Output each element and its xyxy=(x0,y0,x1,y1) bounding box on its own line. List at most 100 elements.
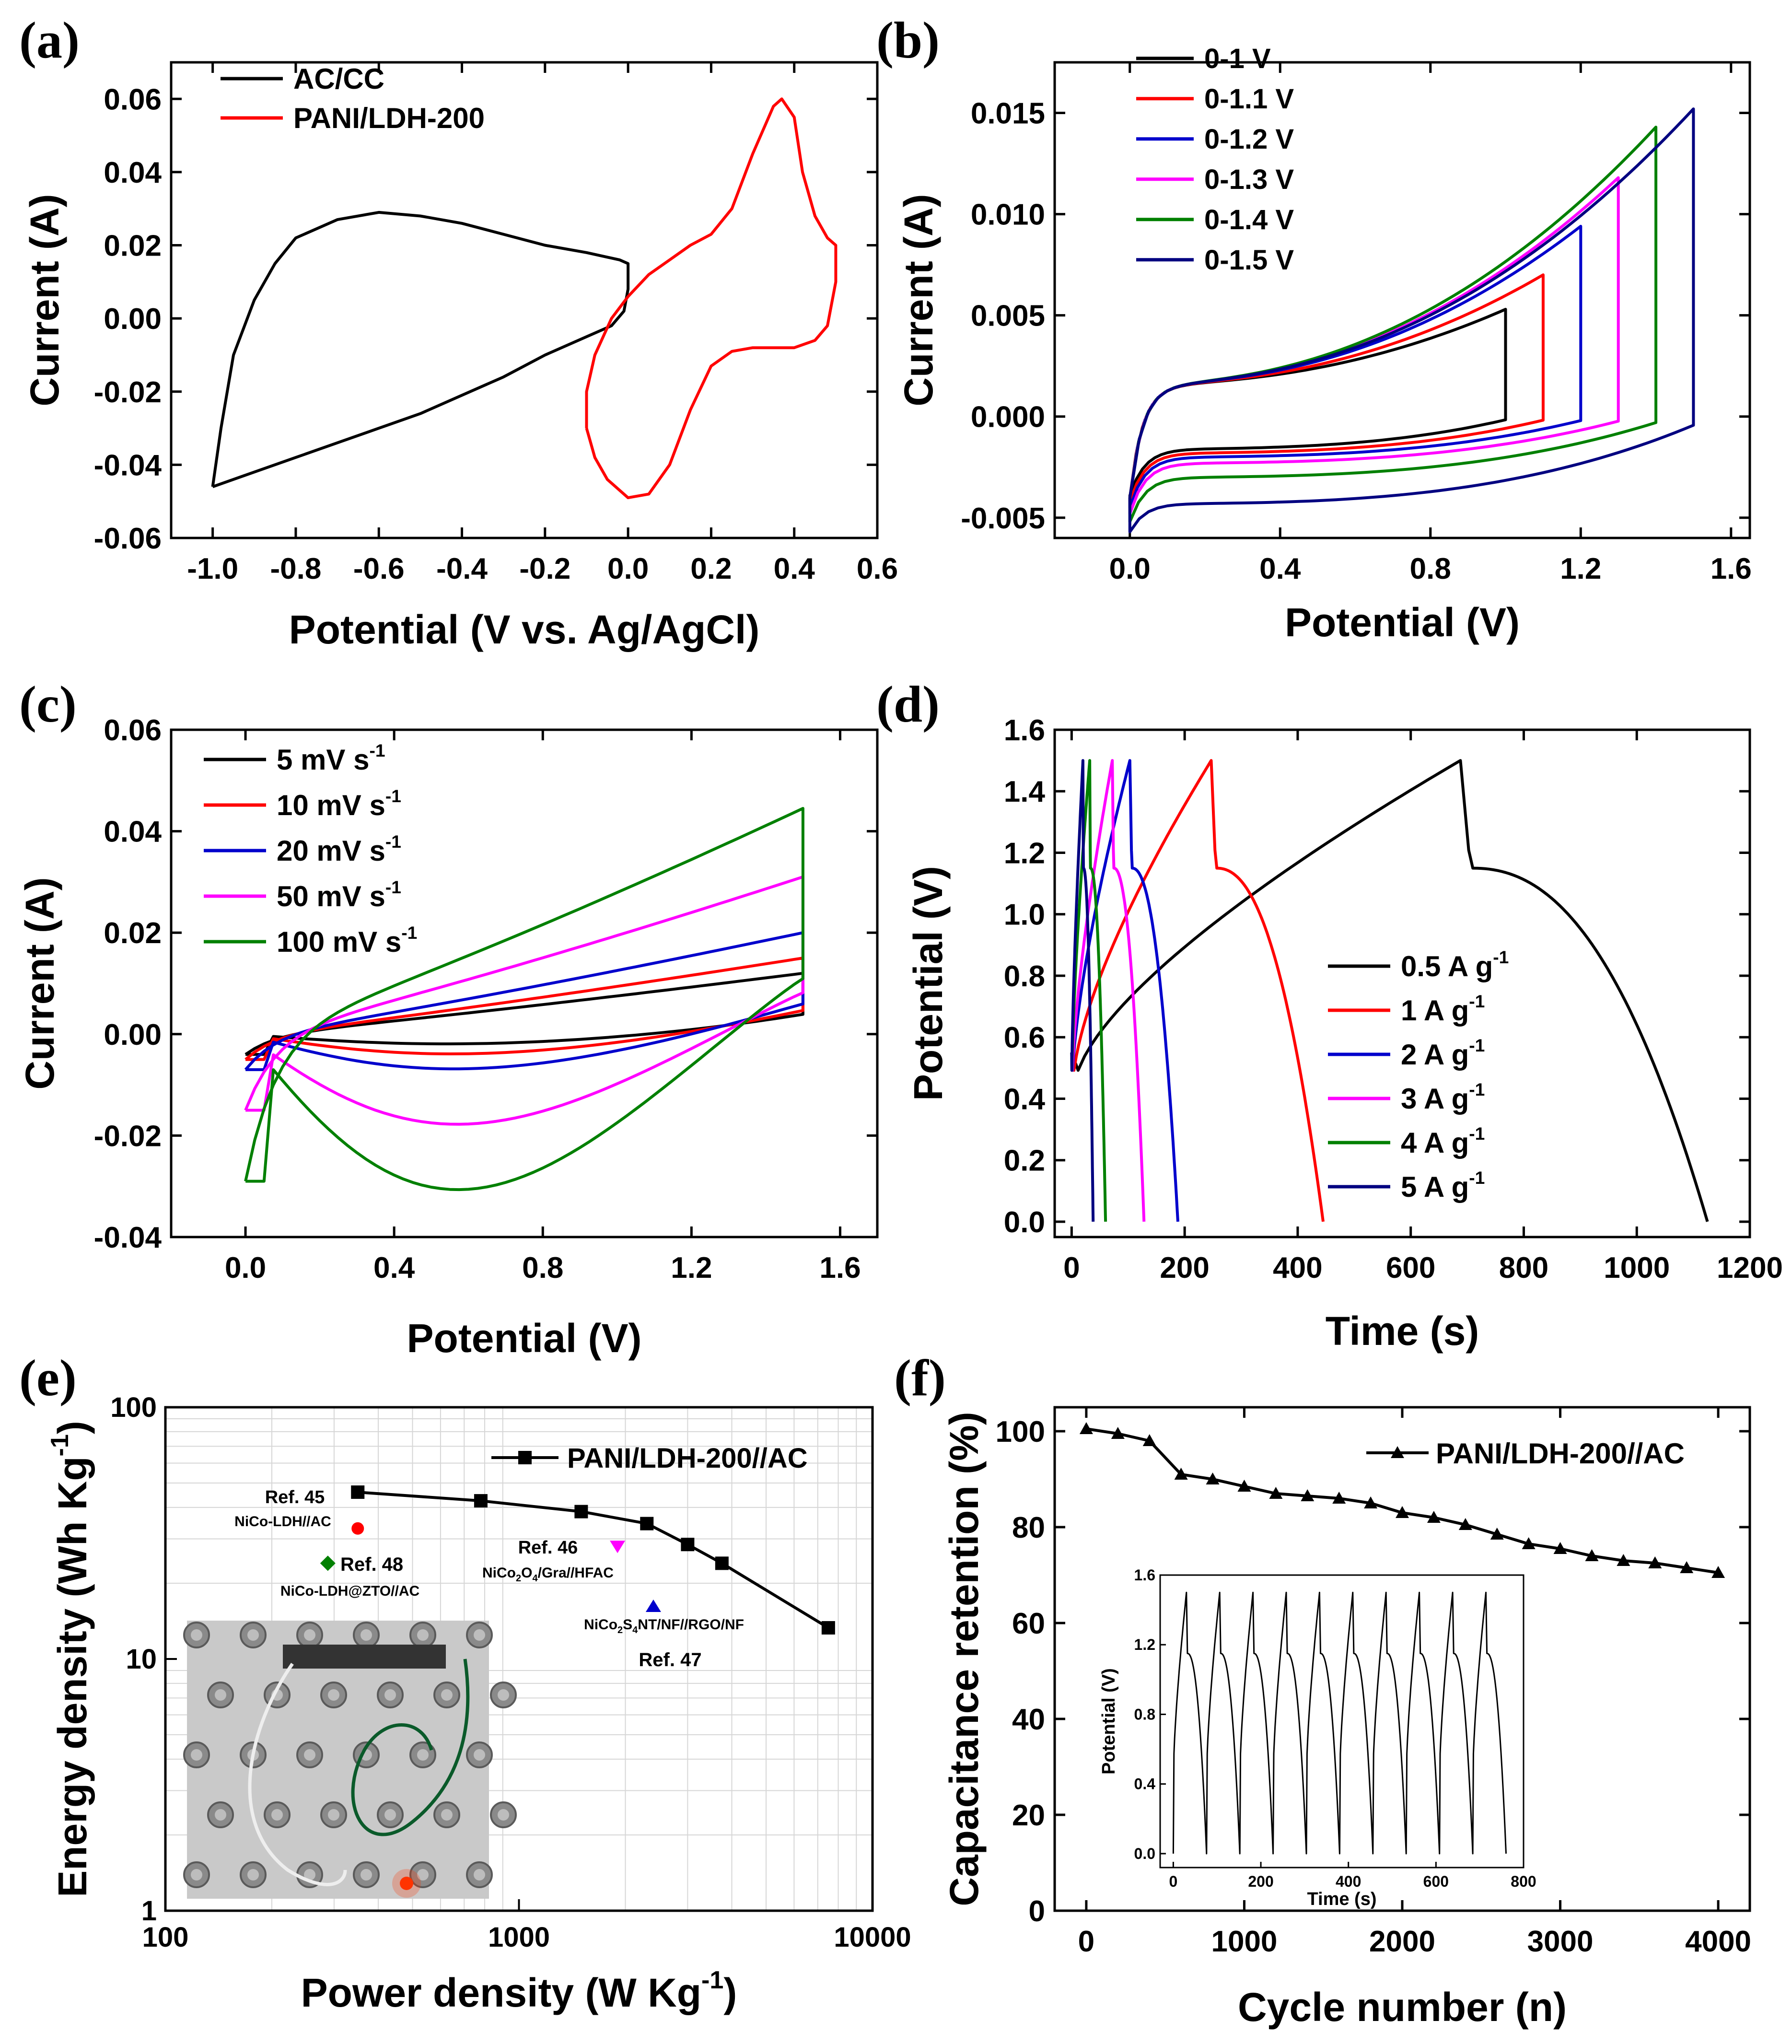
y-tick-label: -0.005 xyxy=(961,502,1045,535)
x-axis-title: Cycle number (n) xyxy=(1238,1985,1567,2030)
photo-logo-center xyxy=(304,1629,315,1641)
legend-label: PANI/LDH-200 xyxy=(293,102,485,134)
series-marker xyxy=(1079,1422,1093,1434)
series-marker xyxy=(1206,1472,1220,1484)
photo-logo-center xyxy=(474,1629,485,1641)
ref-45-material: NiCo-LDH//AC xyxy=(234,1514,331,1530)
panel-f: 0 1000 2000 3000 4000020406080100PANI/LDH-20… xyxy=(942,1406,1751,2030)
photo-logo-center xyxy=(215,1689,226,1701)
panel-c: 0.0 0.4 0.8 1.2 1.6 -0.04 -0.02 0.00 0.02 0.04 0.0… xyxy=(17,714,879,1361)
series-marker xyxy=(821,1621,835,1635)
legend-label: 5 A g-1 xyxy=(1401,1168,1485,1203)
y-tick-label: 60 xyxy=(1012,1607,1045,1640)
x-tick-label: 0.8 xyxy=(522,1251,563,1285)
legend-label: PANI/LDH-200//AC xyxy=(567,1443,808,1474)
inset-x-tick-label: 200 xyxy=(1248,1873,1273,1890)
inset-y-axis-title: Potential (V) xyxy=(1099,1668,1119,1775)
photo-logo-center xyxy=(417,1629,429,1641)
series-marker xyxy=(1617,1554,1630,1566)
legend-label: 0-1.5 V xyxy=(1204,245,1294,276)
x-tick-label: 0.0 xyxy=(225,1251,266,1285)
photo-logo-center xyxy=(417,1749,429,1761)
y-tick-label: 0.000 xyxy=(971,401,1045,434)
series-marker xyxy=(574,1505,588,1518)
series-marker xyxy=(1301,1489,1315,1501)
photo-logo-center xyxy=(498,1809,509,1821)
photo-logo-center xyxy=(474,1869,485,1880)
legend-label: 5 mV s-1 xyxy=(277,740,385,776)
photo-logo-center xyxy=(271,1809,283,1821)
photo-logo-center xyxy=(361,1629,372,1641)
x-tick-label: 1200 xyxy=(1717,1251,1783,1285)
y-tick-label: 10 xyxy=(126,1644,157,1675)
inset-photo xyxy=(183,1621,517,1899)
legend-marker xyxy=(518,1451,532,1464)
panel-label-a: (a) xyxy=(19,12,80,69)
photo-logo-center xyxy=(361,1869,372,1880)
legend-label: 100 mV s-1 xyxy=(277,923,417,958)
photo-logo-center xyxy=(384,1689,396,1701)
photo-logo-center xyxy=(441,1809,453,1821)
y-tick-label: 0.06 xyxy=(104,83,162,116)
photo-led-glow xyxy=(392,1869,421,1898)
x-tick-label: -0.8 xyxy=(270,552,322,585)
legend-label: 4 A g-1 xyxy=(1401,1123,1485,1159)
series-marker xyxy=(715,1556,729,1570)
gcd-series xyxy=(1070,759,1095,1222)
series-marker xyxy=(1522,1537,1536,1549)
inset-x-tick-label: 800 xyxy=(1511,1873,1536,1890)
ref-47-material: NiCo2S4NT/NF//RGO/NF xyxy=(584,1617,744,1635)
legend-label: PANI/LDH-200//AC xyxy=(1436,1437,1685,1470)
series-marker xyxy=(1111,1427,1125,1439)
series-marker xyxy=(1332,1492,1346,1504)
ref-48-label: Ref. 48 xyxy=(340,1554,403,1575)
x-tick-label: 4000 xyxy=(1685,1925,1751,1958)
x-tick-label: 0 xyxy=(1063,1251,1080,1285)
series-marker xyxy=(474,1494,488,1508)
y-axis-title: Current (A) xyxy=(22,194,67,406)
photo-logo-center xyxy=(304,1869,315,1880)
photo-logo-center xyxy=(191,1629,202,1641)
series-marker xyxy=(1142,1434,1156,1446)
cv-series xyxy=(244,931,804,1071)
y-tick-label: 0.4 xyxy=(1004,1083,1046,1116)
plot-frame-a xyxy=(170,61,879,539)
x-tick-label: -0.4 xyxy=(436,552,488,585)
y-tick-label: 0.6 xyxy=(1004,1021,1045,1054)
legend-label: 10 mV s-1 xyxy=(277,786,401,821)
series-marker xyxy=(1458,1518,1472,1530)
x-tick-label: 0.4 xyxy=(1259,552,1301,585)
panel-label-c: (c) xyxy=(19,676,77,733)
cv-series xyxy=(1128,273,1545,503)
y-tick-label: 20 xyxy=(1012,1799,1045,1832)
panel-label-f: (f) xyxy=(894,1350,946,1407)
y-tick-label: 0.00 xyxy=(104,303,162,336)
ref-47-marker xyxy=(645,1600,661,1612)
legend-label: 0-1.2 V xyxy=(1204,124,1294,155)
y-tick-label: 0.8 xyxy=(1004,960,1045,993)
photo-logo-center xyxy=(441,1689,453,1701)
plot-frame-c xyxy=(170,728,879,1238)
cv-series xyxy=(1128,224,1583,509)
x-tick-label: 0.8 xyxy=(1410,552,1451,585)
x-tick-label: 400 xyxy=(1273,1251,1322,1285)
cv-series xyxy=(244,807,804,1191)
cv-series xyxy=(1128,308,1507,498)
series-marker xyxy=(1553,1542,1567,1554)
inset-x-tick-label: 400 xyxy=(1336,1873,1361,1890)
series-marker xyxy=(640,1517,654,1530)
series-marker xyxy=(1364,1496,1378,1508)
photo-logo-center xyxy=(417,1869,429,1880)
legend-label: 1 A g-1 xyxy=(1401,991,1485,1027)
gcd-series xyxy=(1070,759,1146,1222)
y-tick-label: 0.06 xyxy=(104,714,162,747)
photo-wire-white xyxy=(248,1663,347,1886)
x-tick-label: 1000 xyxy=(1211,1925,1277,1958)
y-tick-label: 0.02 xyxy=(104,230,162,263)
x-tick-label: 10000 xyxy=(834,1922,911,1953)
photo-logo-center xyxy=(215,1809,226,1821)
series-marker xyxy=(1269,1487,1283,1499)
y-tick-label: 1.6 xyxy=(1004,714,1045,747)
legend-label: AC/CC xyxy=(293,63,384,95)
y-tick-label: -0.02 xyxy=(94,1120,162,1153)
